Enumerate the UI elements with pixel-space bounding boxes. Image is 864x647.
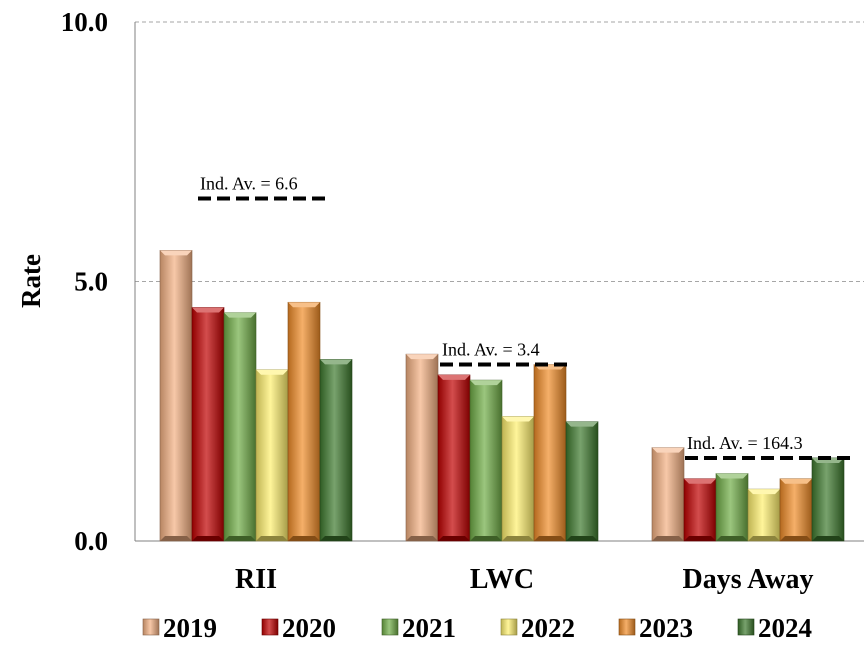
grid-lines (135, 21, 864, 282)
category-label: Days Away (683, 564, 814, 595)
y-tick-labels: 0.0 5.0 10.0 (61, 7, 108, 556)
legend-item-2020: 2020 (261, 613, 336, 643)
category-label: RII (235, 564, 277, 595)
legend-label: 2024 (758, 613, 812, 643)
bar-days-away-2023 (779, 478, 813, 542)
bar-lwc-2023 (533, 364, 567, 542)
industry-average-lines: Ind. Av. = 6.6 Ind. Av. = 3.4 Ind. Av. = 1… (198, 173, 850, 460)
legend-label: 2020 (282, 613, 336, 643)
legend-label: 2023 (639, 613, 693, 643)
y-tick-label: 10.0 (61, 7, 108, 37)
legend-swatch (737, 618, 755, 636)
legend-item-2021: 2021 (381, 613, 456, 643)
bar-lwc-2020 (437, 374, 471, 542)
category-label: LWC (470, 564, 534, 595)
bar-lwc-2019 (405, 353, 439, 542)
bar-lwc-2024 (565, 421, 599, 542)
industry-average-label: Ind. Av. = 164.3 (687, 433, 803, 453)
bar-lwc-2022 (501, 416, 535, 542)
bar-rii-2022 (255, 369, 289, 542)
legend-item-2024: 2024 (737, 613, 812, 643)
legend-swatch (500, 618, 518, 636)
y-axis-title: Rate (16, 254, 46, 308)
bar-rii-2024 (319, 359, 353, 542)
legend-swatch (261, 618, 279, 636)
legend-swatch (618, 618, 636, 636)
legend-item-2023: 2023 (618, 613, 693, 643)
bar-days-away-2021 (715, 473, 749, 542)
bars (159, 250, 845, 542)
y-tick-label: 5.0 (74, 267, 108, 297)
y-tick-label: 0.0 (74, 526, 108, 556)
bar-lwc-2021 (469, 379, 503, 542)
legend-label: 2019 (163, 613, 217, 643)
legend-swatch (142, 618, 160, 636)
industry-average-label: Ind. Av. = 6.6 (200, 173, 298, 193)
category-labels: RII LWC Days Away (235, 564, 813, 595)
legend-label: 2021 (402, 613, 456, 643)
legend-item-2022: 2022 (500, 613, 575, 643)
legend-item-2019: 2019 (142, 613, 217, 643)
legend: 2019 2020 2021 2022 2023 2024 (142, 613, 812, 643)
bar-rii-2023 (287, 301, 321, 542)
bar-days-away-2024 (811, 457, 845, 542)
bar-rii-2020 (191, 307, 225, 542)
bar-rii-2021 (223, 312, 257, 542)
legend-label: 2022 (521, 613, 575, 643)
bar-days-away-2022 (747, 488, 781, 542)
industry-average-label: Ind. Av. = 3.4 (442, 340, 540, 360)
bar-days-away-2020 (683, 478, 717, 542)
legend-swatch (381, 618, 399, 636)
bar-days-away-2019 (651, 447, 685, 542)
bar-rii-2019 (159, 250, 193, 542)
